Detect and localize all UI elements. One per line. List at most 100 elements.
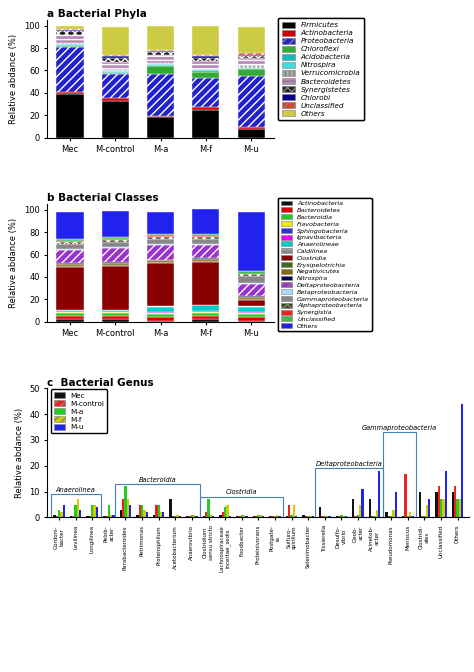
Legend: Actinobacteria, Bacteroidetes, Bacteroidia, Flavobacteria, Sphingobacteria, Igna: Actinobacteria, Bacteroidetes, Bacteroid… (278, 198, 372, 331)
Bar (302, 515, 305, 517)
Bar (91, 505, 93, 517)
Bar (192, 239, 219, 244)
Bar (336, 516, 338, 517)
Y-axis label: Relative abdance (%): Relative abdance (%) (9, 218, 18, 308)
Bar (237, 274, 264, 276)
Bar (56, 319, 83, 322)
Bar (259, 515, 262, 517)
Bar (102, 266, 129, 310)
Bar (56, 30, 83, 31)
Bar (56, 239, 83, 241)
Bar (237, 53, 264, 55)
Bar (162, 512, 164, 517)
Bar (116, 484, 200, 517)
Bar (319, 507, 321, 517)
Bar (147, 260, 174, 262)
Bar (226, 505, 228, 517)
Bar (192, 259, 219, 261)
Y-axis label: Relative abdance (%): Relative abdance (%) (15, 408, 24, 498)
Bar (421, 516, 423, 517)
Bar (224, 507, 226, 517)
Bar (102, 73, 129, 74)
Bar (102, 247, 129, 248)
Bar (237, 283, 264, 284)
Bar (56, 266, 83, 267)
Bar (56, 46, 83, 47)
Bar (112, 515, 115, 517)
Bar (103, 516, 105, 517)
Bar (286, 516, 288, 517)
Bar (147, 234, 174, 236)
Bar (276, 515, 278, 517)
Bar (51, 494, 100, 517)
Bar (129, 505, 131, 517)
Bar (192, 237, 219, 239)
Bar (383, 432, 416, 517)
Bar (192, 56, 219, 58)
Bar (237, 271, 264, 274)
Bar (147, 262, 174, 263)
Bar (371, 516, 374, 517)
Bar (79, 509, 82, 517)
Bar (147, 236, 174, 237)
Bar (288, 505, 291, 517)
Bar (147, 50, 174, 51)
Bar (60, 512, 63, 517)
Bar (192, 58, 219, 61)
Bar (102, 58, 129, 62)
Bar (192, 108, 219, 110)
Bar (147, 55, 174, 63)
Bar (58, 509, 60, 517)
Bar (56, 35, 83, 43)
Bar (70, 516, 72, 517)
Bar (102, 265, 129, 266)
Bar (102, 56, 129, 58)
Bar (56, 43, 83, 44)
Bar (147, 245, 174, 259)
Bar (89, 516, 91, 517)
Bar (147, 118, 174, 138)
Bar (237, 58, 264, 65)
Bar (238, 516, 241, 517)
Bar (237, 306, 264, 312)
Bar (278, 516, 281, 517)
Bar (186, 516, 188, 517)
Bar (192, 69, 219, 70)
Bar (435, 492, 438, 517)
Bar (56, 242, 83, 245)
Bar (110, 515, 112, 517)
Bar (102, 240, 129, 242)
Bar (257, 515, 259, 517)
Bar (124, 487, 127, 517)
Bar (102, 263, 129, 265)
Bar (192, 316, 219, 319)
Bar (56, 312, 83, 316)
Bar (192, 262, 219, 305)
Bar (378, 471, 381, 517)
Bar (147, 116, 174, 118)
Bar (55, 516, 58, 517)
Bar (328, 516, 330, 517)
Text: a Bacterial Phyla: a Bacterial Phyla (47, 9, 147, 19)
Bar (102, 55, 129, 56)
Bar (102, 101, 129, 138)
Bar (374, 516, 376, 517)
Bar (192, 61, 219, 69)
Bar (56, 316, 83, 319)
Bar (409, 512, 411, 517)
Bar (355, 516, 357, 517)
Bar (147, 63, 174, 65)
Bar (192, 72, 219, 79)
Bar (445, 471, 447, 517)
Text: b Bacterial Classes: b Bacterial Classes (47, 194, 159, 204)
Bar (102, 74, 129, 98)
Bar (192, 244, 219, 245)
Bar (192, 245, 219, 259)
Bar (102, 70, 129, 71)
Bar (174, 516, 176, 517)
Bar (245, 516, 247, 517)
Bar (203, 516, 205, 517)
Bar (147, 52, 174, 55)
Text: Clostridia: Clostridia (226, 489, 257, 495)
Bar (147, 321, 174, 322)
